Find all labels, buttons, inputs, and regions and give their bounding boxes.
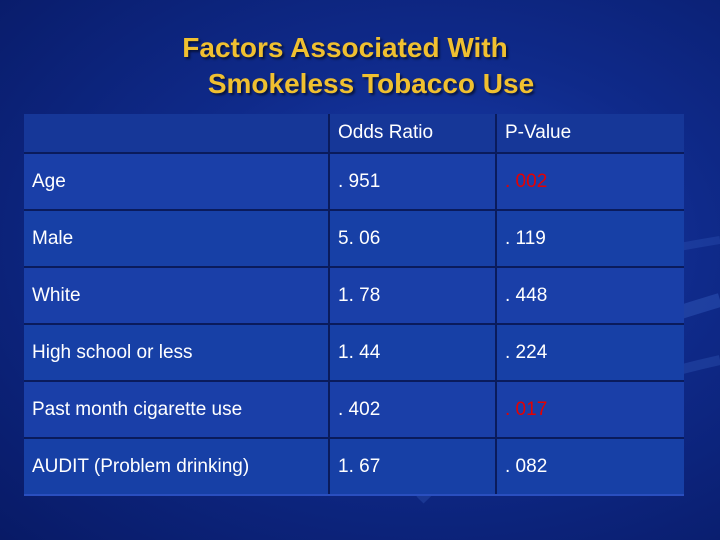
p-value-cell: . 119 bbox=[496, 210, 684, 268]
odds-ratio-cell: 5. 06 bbox=[329, 210, 497, 268]
table-header-row: Odds Ratio P-Value bbox=[24, 114, 684, 154]
odds-ratio-cell: . 402 bbox=[329, 381, 497, 439]
p-value-cell: . 017 bbox=[496, 381, 684, 439]
factor-cell: High school or less bbox=[24, 324, 330, 382]
table-row: Male 5. 06 . 119 bbox=[24, 210, 684, 268]
slide-title: Factors Associated With Smokeless Tobacc… bbox=[0, 30, 720, 102]
factor-cell: Past month cigarette use bbox=[24, 381, 330, 439]
slide-title-line2: Smokeless Tobacco Use bbox=[207, 68, 535, 99]
slide-title-line1: Factors Associated With bbox=[182, 32, 508, 63]
table-row: High school or less 1. 44 . 224 bbox=[24, 324, 684, 382]
odds-ratio-cell: . 951 bbox=[329, 153, 497, 211]
table-row: White 1. 78 . 448 bbox=[24, 267, 684, 325]
header-factor bbox=[24, 114, 330, 154]
factor-cell: Male bbox=[24, 210, 330, 268]
table-row: AUDIT (Problem drinking) 1. 67 . 082 bbox=[24, 438, 684, 496]
header-p-value: P-Value bbox=[496, 114, 684, 154]
factor-cell: White bbox=[24, 267, 330, 325]
odds-ratio-cell: 1. 44 bbox=[329, 324, 497, 382]
results-table: Odds Ratio P-Value Age . 951 . 002 Male … bbox=[24, 114, 684, 496]
header-odds-ratio: Odds Ratio bbox=[329, 114, 497, 154]
p-value-cell: . 002 bbox=[496, 153, 684, 211]
table-row: Past month cigarette use . 402 . 017 bbox=[24, 381, 684, 439]
table-row: Age . 951 . 002 bbox=[24, 153, 684, 211]
p-value-cell: . 082 bbox=[496, 438, 684, 496]
factor-cell: Age bbox=[24, 153, 330, 211]
odds-ratio-cell: 1. 67 bbox=[329, 438, 497, 496]
factor-cell: AUDIT (Problem drinking) bbox=[24, 438, 330, 496]
p-value-cell: . 448 bbox=[496, 267, 684, 325]
p-value-cell: . 224 bbox=[496, 324, 684, 382]
odds-ratio-cell: 1. 78 bbox=[329, 267, 497, 325]
